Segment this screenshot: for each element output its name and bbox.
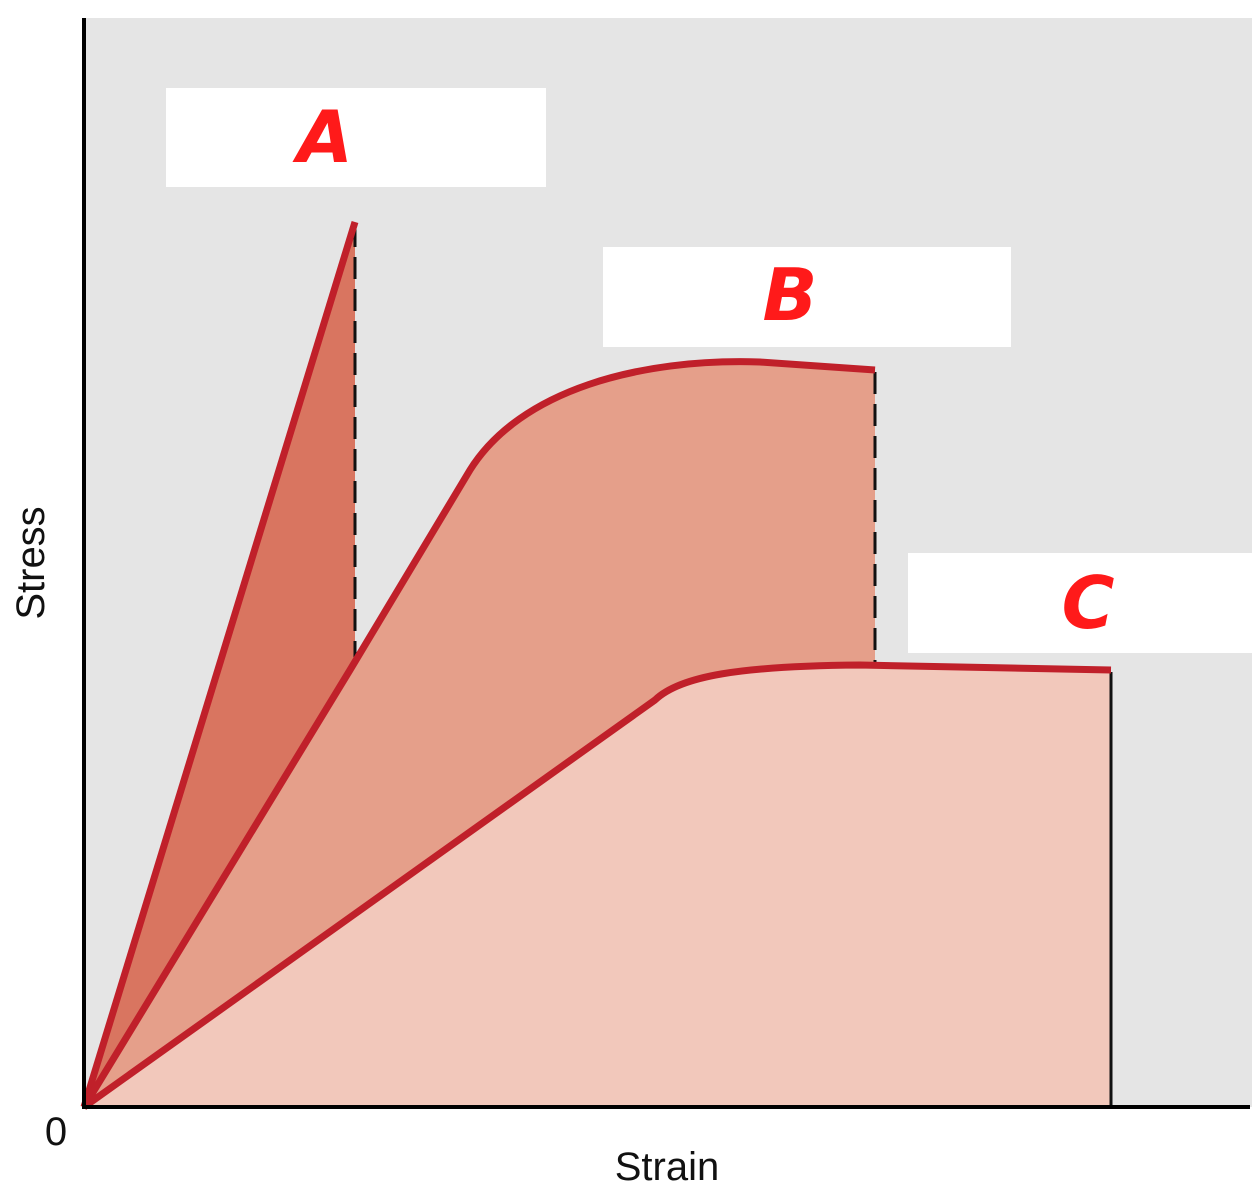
label-a: A [292,95,353,179]
label-box-b [603,247,1011,347]
y-axis-label: Stress [9,506,53,619]
curve-c [81,661,1112,1110]
label-box-c [908,553,1252,653]
label-c: C [1062,561,1115,645]
region-c-fill [84,665,1110,1107]
origin-label: 0 [45,1110,67,1154]
curve-b [81,358,876,1109]
curve-a [80,220,359,1109]
x-axis-label: Strain [615,1145,720,1189]
label-b: B [763,253,818,337]
label-box-a [166,88,546,187]
